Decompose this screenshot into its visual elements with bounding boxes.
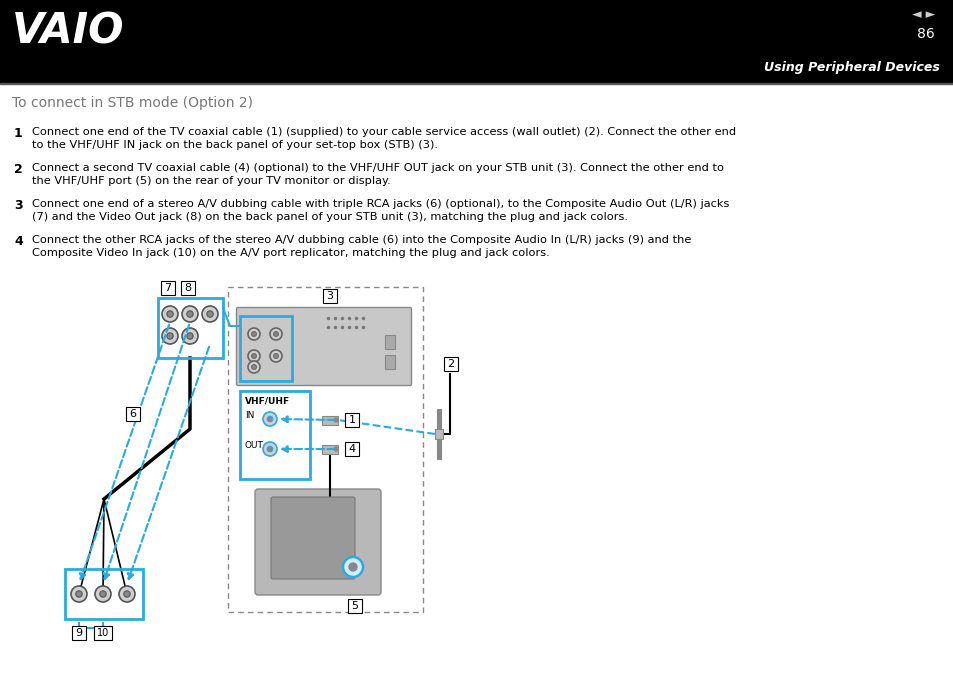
Bar — [345, 442, 358, 456]
Text: Connect one end of the TV coaxial cable (1) (supplied) to your cable service acc: Connect one end of the TV coaxial cable … — [32, 127, 736, 137]
Text: 4: 4 — [14, 235, 23, 248]
Text: 4: 4 — [348, 444, 355, 454]
Bar — [228, 287, 422, 612]
Text: 6: 6 — [130, 409, 136, 419]
Circle shape — [100, 591, 106, 597]
Text: to the VHF/UHF IN jack on the back panel of your set-top box (STB) (3).: to the VHF/UHF IN jack on the back panel… — [32, 140, 437, 150]
Circle shape — [182, 306, 198, 322]
Text: 3: 3 — [326, 291, 334, 301]
Circle shape — [267, 417, 273, 422]
Circle shape — [334, 418, 337, 422]
Bar — [322, 444, 337, 454]
Circle shape — [270, 328, 282, 340]
Bar — [181, 281, 194, 295]
Circle shape — [75, 591, 82, 597]
Bar — [385, 355, 395, 369]
Text: the VHF/UHF port (5) on the rear of your TV monitor or display.: the VHF/UHF port (5) on the rear of your… — [32, 176, 391, 186]
Bar — [436, 409, 440, 459]
Text: 86: 86 — [916, 27, 934, 41]
Bar — [240, 391, 310, 479]
Bar — [0, 83, 953, 84]
Text: OUT: OUT — [245, 441, 264, 450]
Circle shape — [270, 350, 282, 362]
Bar — [126, 407, 140, 421]
Text: Connect the other RCA jacks of the stereo A/V dubbing cable (6) into the Composi: Connect the other RCA jacks of the stere… — [32, 235, 691, 245]
Text: 1: 1 — [14, 127, 23, 140]
Circle shape — [95, 586, 111, 602]
Circle shape — [162, 328, 178, 344]
Bar — [435, 429, 442, 439]
Text: 2: 2 — [14, 163, 23, 176]
Circle shape — [252, 332, 256, 336]
FancyBboxPatch shape — [236, 307, 411, 386]
Circle shape — [119, 586, 135, 602]
FancyBboxPatch shape — [254, 489, 380, 595]
Circle shape — [202, 306, 218, 322]
Text: Connect a second TV coaxial cable (4) (optional) to the VHF/UHF OUT jack on your: Connect a second TV coaxial cable (4) (o… — [32, 163, 723, 173]
Circle shape — [167, 333, 173, 339]
Circle shape — [263, 442, 276, 456]
Bar — [345, 413, 358, 427]
Bar — [323, 289, 336, 303]
Bar — [158, 298, 223, 358]
Circle shape — [274, 332, 278, 336]
Text: 10: 10 — [97, 628, 109, 638]
Bar — [0, 0, 953, 83]
Circle shape — [187, 333, 193, 339]
Circle shape — [267, 446, 273, 452]
Circle shape — [124, 591, 130, 597]
Text: 1: 1 — [348, 415, 355, 425]
Bar — [94, 626, 112, 640]
Circle shape — [248, 350, 260, 362]
Circle shape — [343, 557, 363, 577]
FancyBboxPatch shape — [271, 497, 355, 579]
Circle shape — [71, 586, 87, 602]
Bar — [385, 335, 395, 349]
Text: 5: 5 — [351, 601, 358, 611]
Text: ◄ ►: ◄ ► — [911, 7, 934, 20]
Text: 3: 3 — [14, 199, 23, 212]
Circle shape — [252, 365, 256, 369]
Circle shape — [248, 361, 260, 373]
Bar — [240, 316, 292, 381]
Circle shape — [334, 447, 337, 451]
Circle shape — [252, 354, 256, 359]
Text: Using Peripheral Devices: Using Peripheral Devices — [763, 61, 939, 73]
Circle shape — [349, 563, 356, 571]
Circle shape — [167, 311, 173, 317]
Bar — [161, 281, 174, 295]
Circle shape — [274, 354, 278, 359]
Text: Composite Video In jack (10) on the A/V port replicator, matching the plug and j: Composite Video In jack (10) on the A/V … — [32, 248, 549, 258]
Circle shape — [248, 328, 260, 340]
Text: Connect one end of a stereo A/V dubbing cable with triple RCA jacks (6) (optiona: Connect one end of a stereo A/V dubbing … — [32, 199, 729, 209]
Bar — [65, 569, 143, 619]
Text: 8: 8 — [184, 283, 192, 293]
Bar — [443, 357, 457, 371]
Bar — [71, 626, 86, 640]
Text: 2: 2 — [447, 359, 454, 369]
Text: To connect in STB mode (Option 2): To connect in STB mode (Option 2) — [12, 96, 253, 110]
Text: 7: 7 — [164, 283, 172, 293]
Circle shape — [182, 328, 198, 344]
Text: 9: 9 — [75, 628, 83, 638]
Text: VHF/UHF: VHF/UHF — [245, 397, 290, 406]
Text: IN: IN — [245, 411, 254, 420]
Circle shape — [207, 311, 213, 317]
Bar — [348, 599, 361, 613]
Text: VAIO: VAIO — [12, 11, 125, 53]
Text: (7) and the Video Out jack (8) on the back panel of your STB unit (3), matching : (7) and the Video Out jack (8) on the ba… — [32, 212, 627, 222]
Circle shape — [263, 412, 276, 426]
Circle shape — [187, 311, 193, 317]
Circle shape — [162, 306, 178, 322]
Bar — [322, 415, 337, 425]
